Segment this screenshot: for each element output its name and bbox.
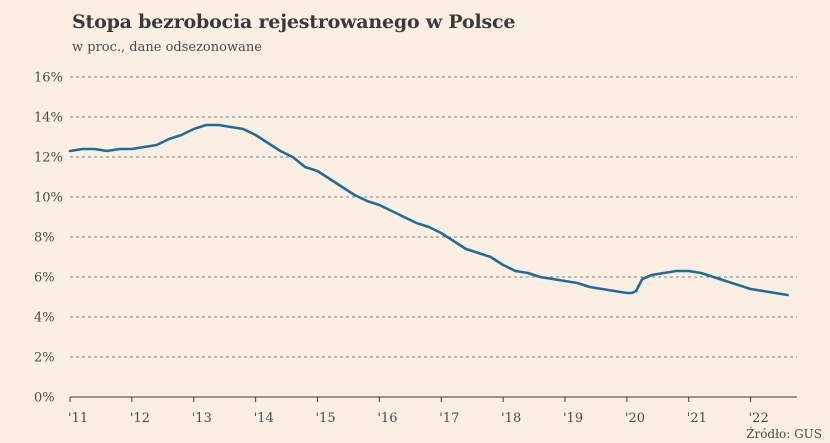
unemployment-rate-line (68, 123, 790, 297)
y-tick-label: 12% (34, 151, 63, 166)
y-tick-label: 10% (34, 191, 63, 206)
x-tick-label: '15 (315, 411, 335, 426)
chart-source: Źródło: GUS (746, 427, 822, 441)
x-tick-label: '19 (563, 411, 583, 426)
y-tick-label: 4% (34, 311, 55, 326)
y-tick-label: 6% (34, 271, 55, 286)
x-tick-label: '22 (749, 411, 769, 426)
x-tick-label: '13 (192, 411, 212, 426)
x-tick-label: '18 (501, 411, 521, 426)
x-tick-label: '17 (439, 411, 459, 426)
x-tick-label: '14 (254, 411, 274, 426)
chart-subtitle: w proc., dane odsezonowane (72, 40, 262, 55)
x-tick-label: '12 (130, 411, 150, 426)
x-tick-label: '20 (625, 411, 645, 426)
y-tick-label: 8% (34, 231, 55, 246)
x-tick-label: '21 (687, 411, 707, 426)
y-tick-label: 0% (34, 391, 55, 406)
y-tick-label: 2% (34, 351, 55, 366)
chart-title: Stopa bezrobocia rejestrowanego w Polsce (72, 11, 516, 33)
y-tick-label: 14% (34, 111, 63, 126)
x-tick-label: '11 (68, 411, 88, 426)
x-tick-label: '16 (377, 411, 397, 426)
y-tick-label: 16% (34, 71, 63, 86)
